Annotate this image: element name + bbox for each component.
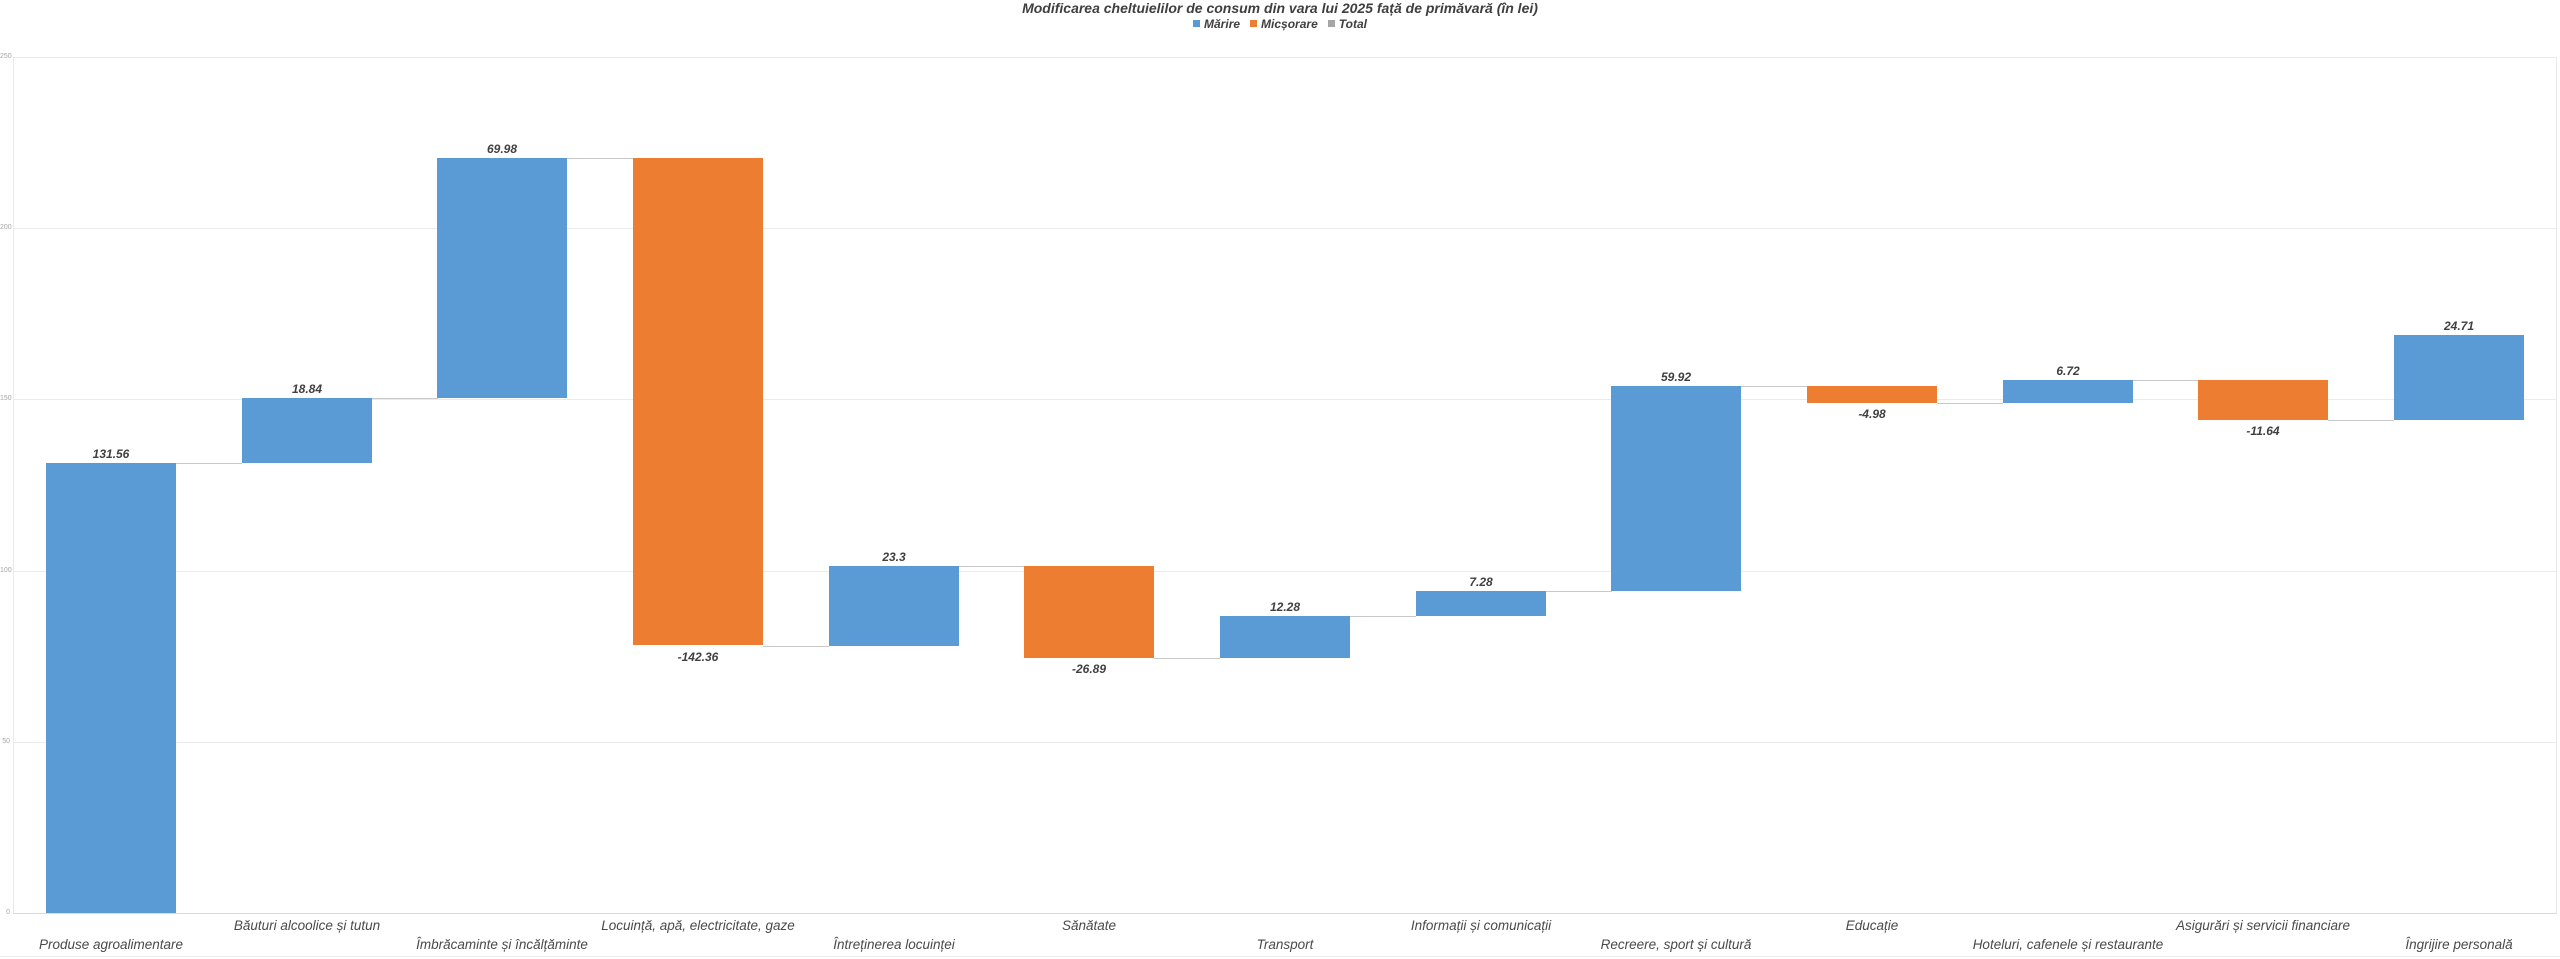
- bar-value-label: -11.64: [2246, 424, 2280, 438]
- waterfall-connector: [372, 398, 438, 399]
- gridline: [13, 57, 2557, 58]
- legend-item-total[interactable]: Total: [1327, 17, 1367, 32]
- bar-value-label: -26.89: [1071, 662, 1107, 676]
- y-axis-tick-label: 100: [0, 567, 12, 574]
- waterfall-connector: [763, 646, 829, 647]
- category-label: Informații și comunicații: [1410, 918, 1552, 933]
- chart-legend: Mărire Micșorare Total: [0, 17, 2560, 32]
- bar-increase[interactable]: [829, 566, 959, 646]
- bar-value-label: 59.92: [1660, 370, 1692, 384]
- legend-marker-marire: [1193, 20, 1201, 27]
- category-label: Educație: [1845, 918, 1899, 933]
- bar-value-label: 131.56: [92, 447, 130, 461]
- x-axis-line: [13, 913, 2557, 914]
- bar-value-label: 12.28: [1269, 600, 1301, 614]
- waterfall-connector: [1741, 386, 1807, 387]
- legend-item-micsorare[interactable]: Micșorare: [1250, 17, 1318, 32]
- chart-title: Modificarea cheltuielilor de consum din …: [1022, 0, 1538, 16]
- y-axis-tick-label: 0: [6, 909, 10, 916]
- legend-marker-micsorare: [1250, 20, 1258, 27]
- waterfall-connector: [1937, 403, 2003, 404]
- waterfall-connector: [2133, 380, 2199, 381]
- waterfall-connector: [1154, 658, 1220, 659]
- bar-value-label: -4.98: [1858, 407, 1886, 421]
- y-axis-tick-label: 150: [0, 395, 12, 402]
- waterfall-connector: [1350, 616, 1416, 617]
- bar-value-label: 24.71: [2443, 319, 2475, 333]
- chart-border-bottom: [0, 956, 2560, 957]
- bar-decrease[interactable]: [633, 158, 763, 645]
- bar-increase[interactable]: [437, 158, 567, 398]
- category-label: Transport: [1256, 937, 1314, 952]
- waterfall-connector: [2328, 420, 2394, 421]
- bar-value-label: 69.98: [486, 142, 518, 156]
- category-label: Băuturi alcoolice și tutun: [233, 918, 381, 933]
- category-label: Îngrijire personală: [2405, 937, 2513, 952]
- y-axis-tick-label: 50: [2, 738, 10, 745]
- gridline: [13, 571, 2557, 572]
- category-label: Locuință, apă, electricitate, gaze: [601, 918, 795, 933]
- legend-label: Micșorare: [1261, 17, 1318, 31]
- bar-decrease[interactable]: [2198, 380, 2328, 420]
- bar-increase[interactable]: [1611, 386, 1741, 591]
- category-label: Recreere, sport și cultură: [1600, 937, 1752, 952]
- waterfall-connector: [176, 463, 242, 464]
- legend-label: Mărire: [1204, 17, 1241, 31]
- plot-border-left: [13, 57, 14, 913]
- y-axis-tick-label: 250: [0, 53, 12, 60]
- category-label: Sănătate: [1061, 918, 1117, 933]
- bar-value-label: 18.84: [291, 382, 323, 396]
- bar-value-label: -142.36: [677, 650, 719, 664]
- legend-item-marire[interactable]: Mărire: [1193, 17, 1240, 32]
- bar-increase[interactable]: [46, 463, 176, 913]
- legend-marker-total: [1327, 20, 1335, 27]
- bar-decrease[interactable]: [1807, 386, 1937, 403]
- waterfall-connector: [567, 158, 633, 159]
- waterfall-connector: [1546, 591, 1612, 592]
- bar-value-label: 6.72: [2056, 364, 2080, 378]
- y-axis-tick-label: 200: [0, 224, 12, 231]
- category-label: Produse agroalimentare: [38, 937, 184, 952]
- gridline: [13, 228, 2557, 229]
- bar-increase[interactable]: [2003, 380, 2133, 403]
- bar-increase[interactable]: [2394, 335, 2524, 420]
- category-label: Întreținerea locuinței: [833, 937, 955, 952]
- bar-increase[interactable]: [242, 398, 372, 463]
- category-label: Hoteluri, cafenele și restaurante: [1972, 937, 2164, 952]
- legend-label: Total: [1338, 17, 1367, 31]
- waterfall-connector: [959, 566, 1025, 567]
- category-label: Asigurări și servicii financiare: [2175, 918, 2351, 933]
- bar-decrease[interactable]: [1024, 566, 1154, 658]
- bar-increase[interactable]: [1220, 616, 1350, 658]
- bar-value-label: 7.28: [1469, 575, 1493, 589]
- plot-border-right: [2556, 57, 2557, 913]
- category-label: Îmbrăcaminte și încălțăminte: [416, 937, 588, 952]
- gridline: [13, 399, 2557, 400]
- gridline: [13, 742, 2557, 743]
- bar-increase[interactable]: [1416, 591, 1546, 616]
- bar-value-label: 23.3: [882, 550, 906, 564]
